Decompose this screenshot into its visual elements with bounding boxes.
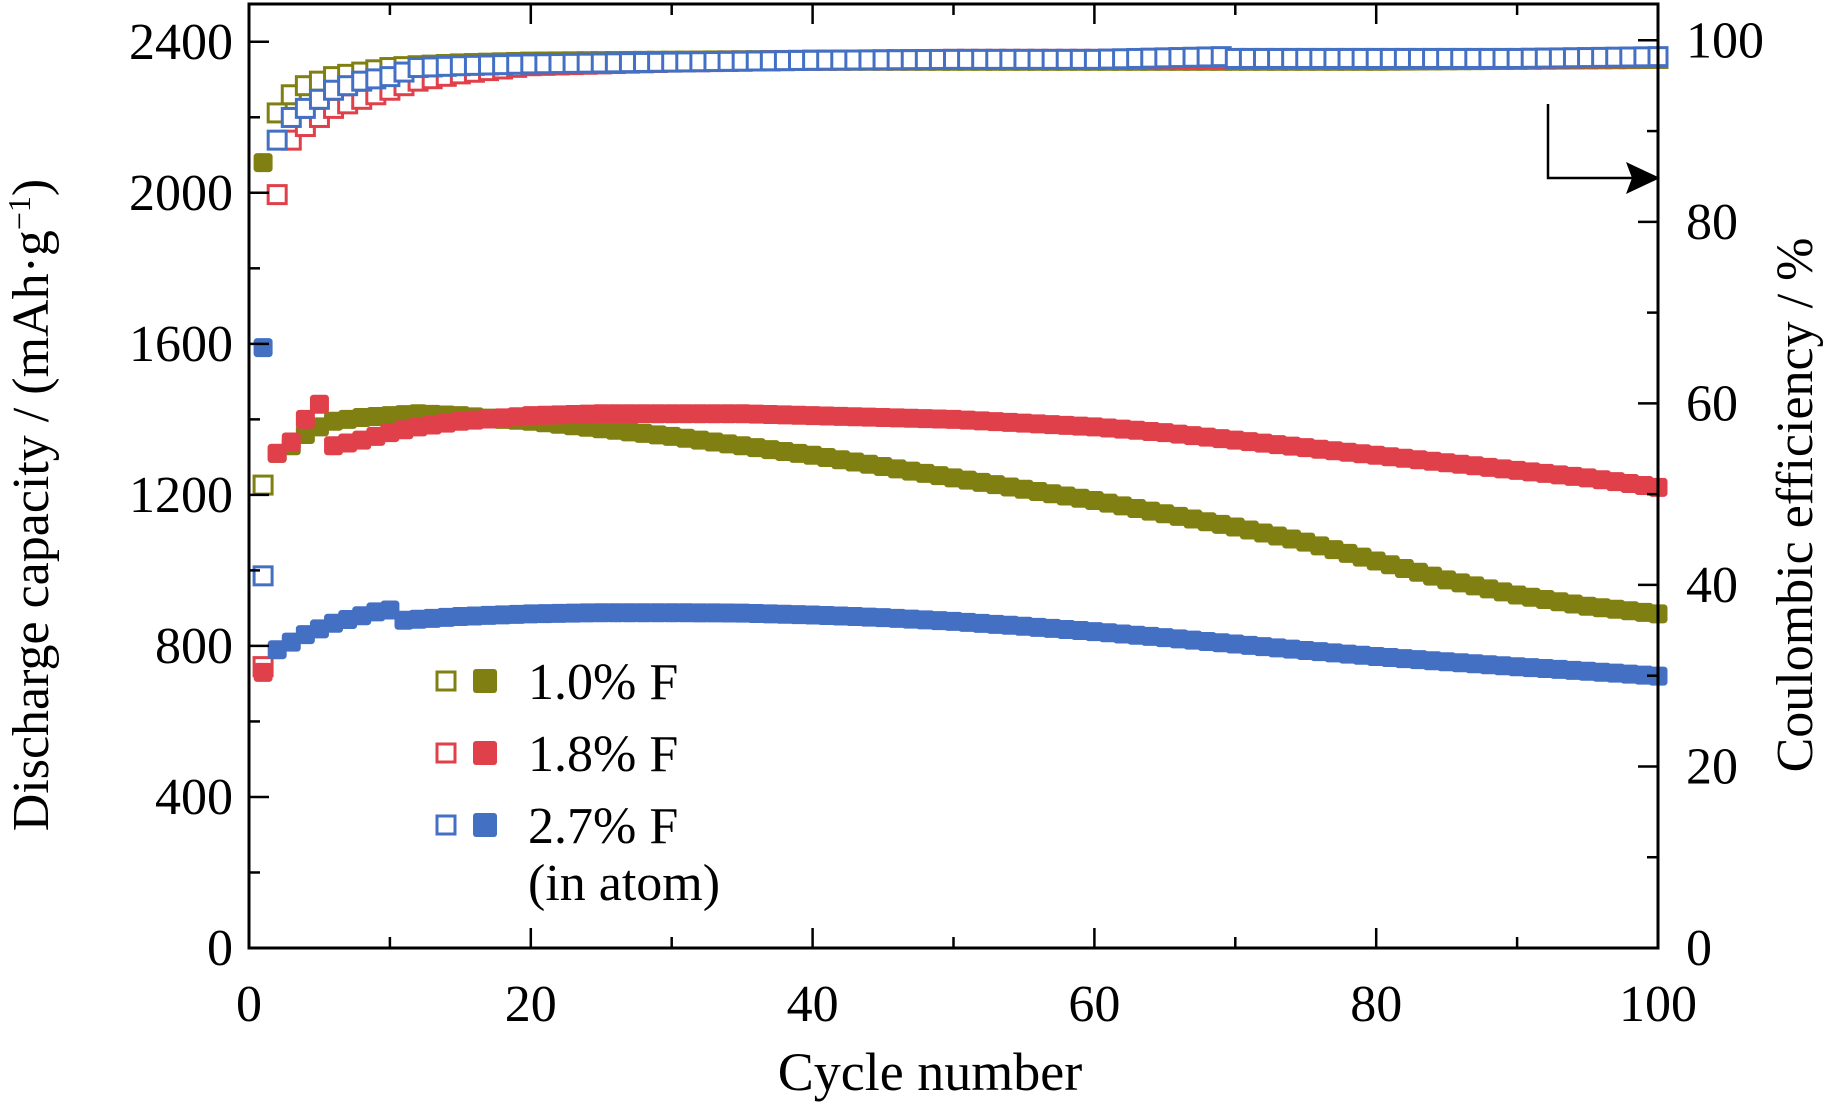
data-marks [252, 46, 1669, 686]
efficiency-axis-arrow [1546, 104, 1660, 194]
y-left-tick-label: 2400 [129, 14, 233, 71]
legend-filled-marker [473, 813, 497, 837]
y-axis-left-label: Discharge capacity / (mAh·g−1) [1, 179, 60, 832]
y-right-tick-label: 0 [1686, 920, 1712, 977]
x-tick-label: 80 [1350, 976, 1402, 1033]
legend-note: (in atom) [528, 855, 720, 912]
x-tick-label: 100 [1619, 976, 1697, 1033]
capacity-point-10F [253, 153, 273, 173]
y-right-tick-label: 20 [1686, 738, 1738, 795]
x-tick-label: 60 [1068, 976, 1120, 1033]
capacity-point-18F [295, 409, 315, 429]
capacity-point-27F [253, 338, 273, 358]
efficiency-point-27F [266, 129, 288, 151]
arrow-line [1546, 104, 1632, 180]
y-axis-right-label: Coulombic efficiency / % [1767, 238, 1824, 773]
y-left-tick-label: 0 [207, 920, 233, 977]
y-right-tick-label: 60 [1686, 375, 1738, 432]
legend-label: 2.7% F [528, 798, 678, 855]
legend-open-marker [435, 814, 457, 836]
y-right-tick-label: 100 [1686, 12, 1764, 69]
y-axis-left-label-main: Discharge capacity / (mAh·g [3, 230, 60, 831]
legend-filled-marker [473, 669, 497, 693]
capacity-point-18F [253, 662, 273, 682]
axes-frame: 0 20 40 60 80 1000400800120016002000240002040… [129, 2, 1764, 1033]
y-left-tick-label: 2000 [129, 165, 233, 222]
legend-label: 1.0% F [528, 654, 678, 711]
capacity-point-18F [281, 432, 301, 452]
y-axis-left-label-close: ) [3, 179, 60, 196]
y-axis-left-label-sup: −1 [1, 196, 37, 230]
x-tick-label: 40 [787, 976, 839, 1033]
capacity-point-18F [267, 443, 287, 463]
capacity-point-27F [380, 600, 400, 620]
legend-open-marker [435, 742, 457, 764]
x-tick-label: 0 [236, 976, 262, 1033]
y-left-tick-label: 400 [155, 769, 233, 826]
legend-open-marker [435, 670, 457, 692]
y-right-tick-label: 80 [1686, 194, 1738, 251]
y-right-tick-label: 40 [1686, 557, 1738, 614]
legend-filled-marker [473, 741, 497, 765]
y-left-tick-label: 1600 [129, 316, 233, 373]
efficiency-point-10F [252, 474, 274, 496]
efficiency-point-18F [266, 184, 288, 206]
capacity-point-18F [309, 394, 329, 414]
y-left-tick-label: 1200 [129, 467, 233, 524]
x-axis-label: Cycle number [778, 1042, 1082, 1102]
legend-label: 1.8% F [528, 726, 678, 783]
y-left-tick-label: 800 [155, 618, 233, 675]
x-tick-label: 20 [505, 976, 557, 1033]
arrow-head [1626, 162, 1660, 194]
legend: 1.0% F 1.8% F 2.7% F [435, 654, 678, 855]
